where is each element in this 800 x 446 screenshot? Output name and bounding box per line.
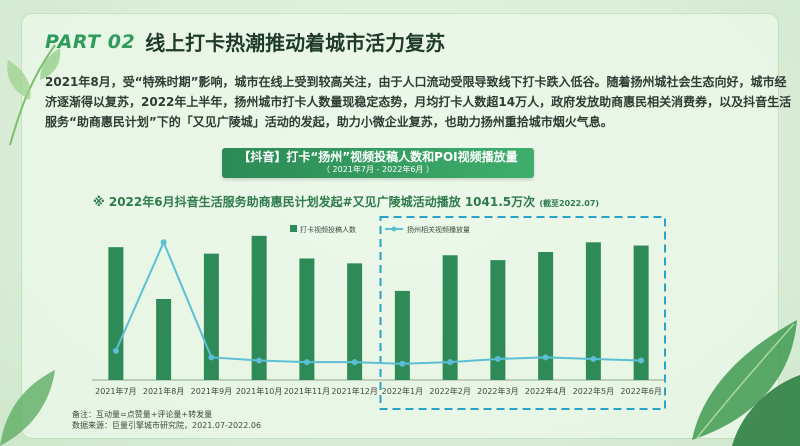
chart-subtitle: ※ 2022年6月抖音生活服务助商惠民计划发起#又见广陵城活动播放 1041.5… — [93, 193, 599, 210]
page-title: 线上打卡热潮推动着城市活力复苏 — [145, 31, 446, 55]
leaf-decoration-top-left — [7, 44, 61, 146]
footnote-line: 数据来源：巨量引擎城市研究院，2021.07-2022.06 — [72, 421, 262, 430]
chart-title: 【抖音】打卡“扬州”视频投稿人数和POI视频播放量 — [238, 150, 518, 164]
paragraph-line: 2021年8月，受“特殊时期”影响，城市在线上受到较高关注，由于人口流动受限导致… — [45, 75, 787, 89]
chart-date-range: （ 2021年7月 - 2022年6月 ） — [322, 165, 434, 174]
subtitle-note: (截至2022.07) — [539, 199, 600, 208]
header: PART 02 线上打卡热潮推动着城市活力复苏 — [45, 27, 445, 56]
footnote-line: 备注：互动量=点赞量+评论量+转发量 — [72, 410, 213, 419]
footnote: 备注：互动量=点赞量+评论量+转发量 数据来源：巨量引擎城市研究院，2021.0… — [72, 409, 261, 431]
paragraph-line: 服务“助商惠民计划”下的「又见广陵城」活动的发起，助力小微企业复苏，也助力扬州重… — [45, 115, 613, 129]
part-label: PART 02 — [45, 30, 136, 53]
chart-banner: 【抖音】打卡“扬州”视频投稿人数和POI视频播放量 （ 2021年7月 - 20… — [222, 148, 534, 178]
paragraph-line: 济逐渐得以复苏，2022年上半年，扬州城市打卡人数量现稳定态势，月均打卡人数超1… — [45, 95, 792, 109]
subtitle-text: ※ 2022年6月抖音生活服务助商惠民计划发起#又见广陵城活动播放 1041.5… — [93, 195, 536, 209]
leaf-decoration-bottom-left — [0, 370, 55, 446]
leaf-decoration-bottom-right — [692, 320, 800, 446]
intro-paragraph: 2021年8月，受“特殊时期”影响，城市在线上受到较高关注，由于人口流动受限导致… — [45, 72, 792, 132]
